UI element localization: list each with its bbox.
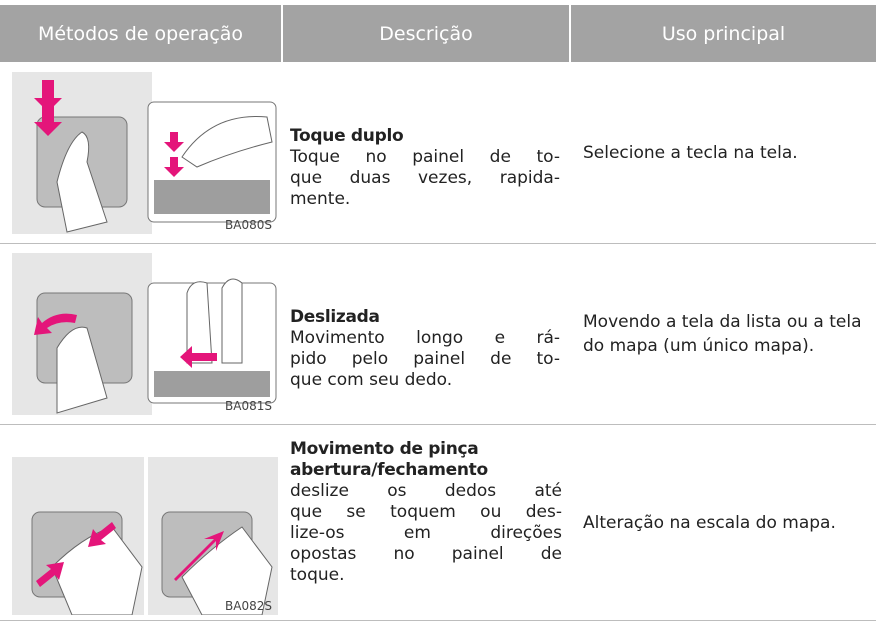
illustration: BA082S bbox=[12, 457, 278, 616]
image-code: BA081S bbox=[225, 399, 272, 413]
description-line: que se toquem ou des- bbox=[290, 502, 562, 522]
description: Toque duplo Toque no painel de to- que d… bbox=[290, 126, 560, 210]
image-code: BA082S bbox=[225, 599, 272, 613]
description-line: que com seu dedo. bbox=[290, 370, 453, 390]
description-line: lize-os em direções bbox=[290, 523, 562, 543]
method-title: Movimento de pinça abertura/fechamento bbox=[290, 439, 488, 480]
illustration: BA081S bbox=[12, 253, 278, 415]
description: Deslizada Movimento longo e rá- pido pel… bbox=[290, 307, 560, 391]
header-cell: Descrição bbox=[283, 5, 569, 62]
description-line: que duas vezes, rapida- bbox=[290, 168, 560, 188]
illustration-art bbox=[12, 457, 278, 616]
description-line: deslize os dedos até bbox=[290, 481, 562, 501]
table-row: BA080S Toque duplo Toque no painel de to… bbox=[0, 62, 876, 244]
description-line: Toque no painel de to- bbox=[290, 147, 560, 167]
description-line: pido pelo painel de to- bbox=[290, 349, 560, 369]
method-title: Deslizada bbox=[290, 307, 380, 327]
main-use: Movendo a tela da lista ou a tela do map… bbox=[583, 311, 862, 356]
description-line: opostas no painel de bbox=[290, 544, 562, 564]
header-cell: Uso principal bbox=[571, 5, 876, 62]
illustration-art bbox=[12, 253, 277, 415]
method-title: Toque duplo bbox=[290, 126, 404, 146]
table-row: BA082S Movimento de pinça abertura/fecha… bbox=[0, 425, 876, 621]
header-cell: Métodos de operação bbox=[0, 5, 281, 62]
main-use: Alteração na escala do mapa. bbox=[583, 512, 836, 533]
illustration: BA080S bbox=[12, 72, 278, 234]
description-line: mente. bbox=[290, 189, 351, 209]
description-line: toque. bbox=[290, 565, 345, 585]
description: Movimento de pinça abertura/fechamento d… bbox=[290, 439, 562, 586]
illustration-art bbox=[12, 72, 277, 234]
image-code: BA080S bbox=[225, 218, 272, 232]
table-row: BA081S Deslizada Movimento longo e rá- p… bbox=[0, 243, 876, 425]
main-use: Selecione a tecla na tela. bbox=[583, 142, 798, 163]
description-line: Movimento longo e rá- bbox=[290, 328, 560, 348]
